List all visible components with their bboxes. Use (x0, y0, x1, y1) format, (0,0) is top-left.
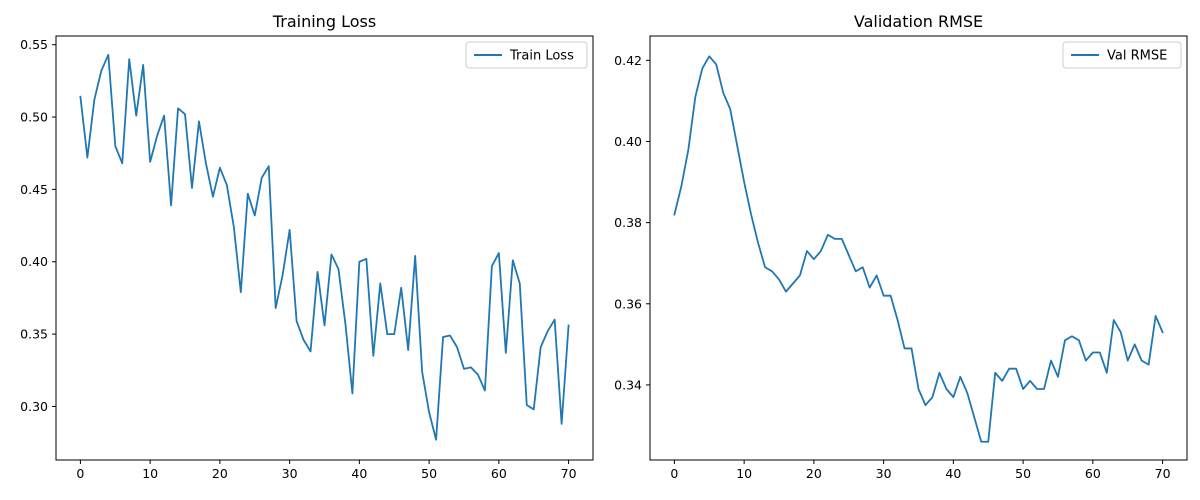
validation-rmse-x-tick-label: 70 (1155, 466, 1171, 481)
training-loss-x-tick-label: 60 (491, 466, 507, 481)
training-loss-x-tick-label: 40 (351, 466, 367, 481)
validation-rmse-x-tick-label: 60 (1085, 466, 1101, 481)
validation-rmse-y-tick-label: 0.36 (614, 296, 642, 311)
training-loss-y-tick-label: 0.55 (20, 37, 48, 52)
validation-rmse-legend-label: Val RMSE (1107, 49, 1167, 64)
training-loss-axes-frame (55, 35, 594, 461)
training-loss-legend: Train Loss (465, 41, 588, 69)
training-loss-y-tick-label: 0.30 (20, 399, 48, 414)
validation-rmse-x-tick-label: 40 (945, 466, 961, 481)
training-loss-y-tick-label: 0.50 (20, 110, 48, 125)
training-loss-x-tick-label: 10 (142, 466, 158, 481)
training-loss-x-tick-label: 50 (421, 466, 437, 481)
training-loss-x-tick-label: 30 (282, 466, 298, 481)
validation-rmse-legend-box (1062, 41, 1182, 69)
training-loss-title: Training Loss (272, 12, 376, 31)
validation-rmse-x-tick-label: 0 (670, 466, 678, 481)
validation-rmse-x-tick-label: 50 (1015, 466, 1031, 481)
training-loss-y-tick-label: 0.35 (20, 327, 48, 342)
validation-rmse-chart: Validation RMSE 0 10 20 30 40 50 60 70 0.34 0.36 0.… (614, 12, 1188, 481)
training-loss-chart: Training Loss 0 10 20 30 40 50 60 70 0.30 0.35 0.40… (20, 12, 594, 481)
validation-rmse-y-tick-label: 0.42 (614, 53, 642, 68)
training-loss-x-tick-label: 20 (212, 466, 228, 481)
validation-rmse-title: Validation RMSE (854, 12, 983, 31)
training-loss-x-tick-label: 0 (76, 466, 84, 481)
training-loss-series-line (79, 53, 570, 441)
validation-rmse-x-tick-label: 30 (876, 466, 892, 481)
validation-rmse-series-line (673, 55, 1164, 443)
validation-rmse-x-tick-label: 10 (736, 466, 752, 481)
validation-rmse-y-tick-label: 0.34 (614, 377, 642, 392)
training-loss-legend-box (465, 41, 588, 69)
validation-rmse-legend: Val RMSE (1062, 41, 1182, 69)
training-loss-y-tick-label: 0.45 (20, 182, 48, 197)
validation-rmse-y-tick-label: 0.38 (614, 215, 642, 230)
validation-rmse-y-tick-label: 0.40 (614, 134, 642, 149)
training-loss-legend-label: Train Loss (509, 49, 574, 64)
validation-rmse-axes-frame (649, 35, 1188, 461)
validation-rmse-x-tick-label: 20 (806, 466, 822, 481)
training-loss-x-tick-label: 70 (561, 466, 577, 481)
training-loss-y-tick-label: 0.40 (20, 254, 48, 269)
